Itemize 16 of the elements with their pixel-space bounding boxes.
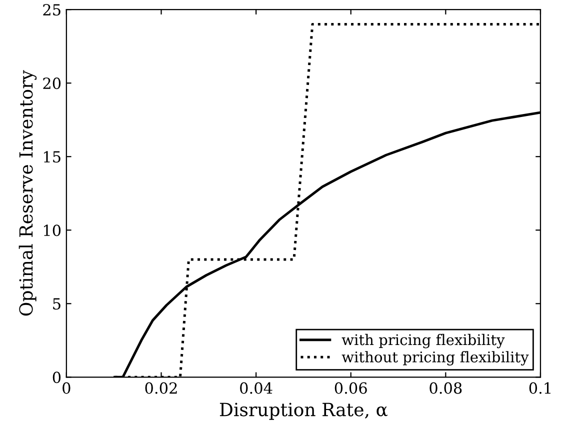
x-tick-label: 0.06 — [334, 382, 367, 394]
x-tick-label: 0.1 — [529, 382, 550, 394]
legend-label: with pricing flexibility — [342, 334, 505, 348]
x-tick-label: 0 — [62, 382, 70, 394]
x-axis-title: Disruption Rate, α — [220, 402, 388, 420]
x-tick-label: 0.08 — [430, 382, 462, 394]
x-tick-label: 0.04 — [240, 382, 272, 394]
y-tick-label: 20 — [43, 78, 61, 90]
y-tick-label: 15 — [44, 151, 60, 163]
y-tick-label: 0 — [52, 372, 61, 384]
legend-label: without pricing flexibility — [342, 351, 529, 366]
x-tick-label: 0.02 — [145, 382, 177, 394]
y-tick-label: 5 — [53, 298, 60, 310]
y-axis-title: Optimal Reserve Inventory — [18, 70, 37, 316]
y-tick-label: 25 — [43, 4, 60, 16]
y-tick-label: 10 — [44, 224, 61, 236]
